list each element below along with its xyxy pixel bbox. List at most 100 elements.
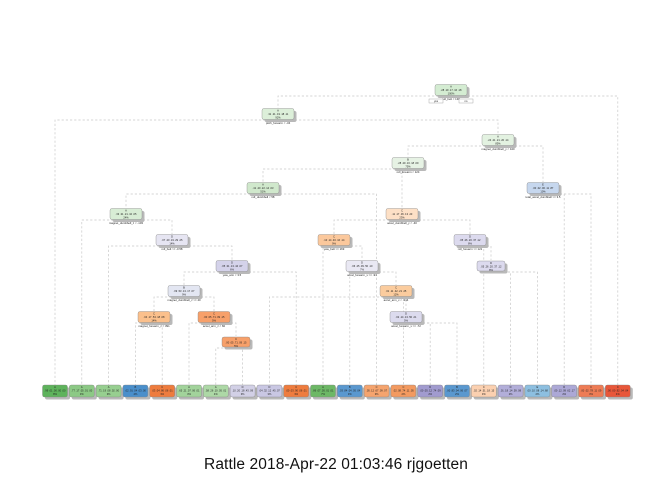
tree-edge [396,296,404,385]
node-class-probs: .71 .19 .08 .02 .00 [98,389,119,393]
tree-edge [183,271,232,285]
node-class-label: C [161,385,163,389]
node-percent: 10% [540,189,546,193]
node-class-label: D [361,261,363,265]
node-class-probs: .00 .05 .12 .74 .09 [420,389,441,393]
node-percent: 2% [455,392,459,396]
node-percent: 3% [80,392,84,396]
node-box [453,234,487,246]
node-box [197,311,231,323]
node-class-probs: .00 .00 .92 .04 .04 [607,389,628,393]
tree-edge [54,119,278,385]
tree-node-n16: C.00 .05 .71 .09 .155% accel_arm_z < 82 [197,311,233,328]
node-class-probs: .00 .05 .71 .09 .15 [204,315,225,319]
node-class-probs: .01 .18 .14 .59 .08 [500,389,521,393]
node-class-probs: .05 .12 .67 .09 .07 [366,389,387,393]
node-percent: 51% [260,189,266,193]
node-class-label: C [402,385,404,389]
node-percent: 3% [482,392,486,396]
node-box [605,384,631,398]
node-box [390,384,417,398]
node-class-probs: .86 .07 .05 .01 .01 [313,389,334,393]
tree-leaf-7: A.58 .26 .10 .05 .014% [203,384,231,400]
node-box [385,208,419,220]
tree-leaves: A.99 .01 .00 .00 .008%A.77 .17 .05 .01 .… [42,384,633,400]
node-class-probs: .28 .29 .16 .18 .09 [398,161,419,165]
node-percent: 3% [589,392,593,396]
tree-edge [407,145,498,157]
tree-edge [188,322,214,385]
node-percent: 14% [151,318,157,322]
tree-leaf-13: C.05 .12 .67 .09 .073% [363,384,392,400]
node-class-label: B [135,385,137,389]
node-split-rule: yaw_belt >= 169 [324,247,345,251]
node-class-probs: .05 .26 .20 .37 .12 [460,238,481,242]
node-split-rule: accel_arm_z < 82 [203,324,226,328]
node-class-label: D [268,385,270,389]
node-percent: 9% [182,292,186,296]
node-split-rule: roll_belt >= -0.58 [162,247,183,251]
node-class-probs: .31 .21 .19 .18 .11 [268,112,289,116]
node-percent: 12% [393,292,399,296]
node-percent: 3% [294,392,298,396]
tree-edge [401,168,408,208]
tree-leaf-3: A.71 .19 .08 .02 .003% [95,384,124,400]
node-class-probs: .01 .11 .42 .21 .25 [386,289,407,293]
node-class-probs: .05 .26 .20 .37 .12 [481,265,502,269]
node-class-probs: .03 .84 .04 .05 .04 [339,389,360,393]
tree-edge [333,219,402,234]
node-class-probs: .03 .04 .86 .06 .01 [152,389,173,393]
tree-leaf-1: A.99 .01 .00 .00 .008% [42,384,70,400]
node-class-probs: .11 .17 .36 .13 .23 [392,212,413,216]
node-box [444,384,470,398]
node-class-label: C [617,385,619,389]
node-box [391,157,425,169]
node-class-label: D [490,261,492,265]
node-class-label: D [510,385,512,389]
tree-edge [470,245,492,260]
node-box [42,384,68,398]
node-class-probs: .02 .14 .13 .50 .21 [396,315,417,319]
node-box [256,384,283,398]
node-class-label: C [295,385,297,389]
node-box [379,285,413,297]
node-box [122,384,149,398]
tree-leaf-10: C.00 .03 .90 .06 .013% [283,384,312,400]
tree-edge [277,95,451,108]
tree-leaf-17: C.02 .14 .51 .18 .153% [471,384,499,400]
node-class-probs: .00 .10 .08 .14 .68 [527,389,548,393]
node-box [317,234,351,246]
node-class-probs: .06 .25 .09 .50 .10 [352,264,373,268]
node-class-label: C [213,312,215,316]
node-percent: 24% [123,215,129,219]
node-percent: 8% [489,268,493,272]
node-percent: 2% [509,392,513,396]
node-split-rule: yaw_arm < 3.5 [223,273,242,277]
node-class-probs: .58 .26 .10 .05 .01 [205,389,226,393]
tree-edge [491,271,511,385]
tree-edge [172,245,233,260]
node-class-label: A [262,183,264,187]
node-class-probs: .05 .31 .13 .44 .07 [222,264,243,268]
node-class-label: A [54,385,56,389]
node-class-probs: .04 .32 .12 .45 .07 [259,389,280,393]
node-class-label: D [563,385,565,389]
node-split-rule: accel_forearm_x >= -91 [347,273,377,277]
node-class-label: A [215,385,217,389]
node-split-rule: accel_dumbbell_y < -40 [387,221,417,225]
node-box [155,234,189,246]
node-split-rule: magnet_dumbbell_y < 440 [481,147,514,151]
node-percent: 85% [495,141,501,145]
node-percent: 4% [134,392,138,396]
tree-leaf-20: D.00 .12 .09 .62 .172% [551,384,580,400]
tree-node-n11: D.05 .31 .13 .44 .076% yaw_arm < 3.5 [215,260,251,277]
node-box [476,260,506,272]
node-box [167,285,201,297]
node-box [310,384,336,398]
node-box [149,384,175,398]
node-class-label: A [277,109,279,113]
node-class-probs: .99 .01 .00 .00 .00 [45,389,66,393]
